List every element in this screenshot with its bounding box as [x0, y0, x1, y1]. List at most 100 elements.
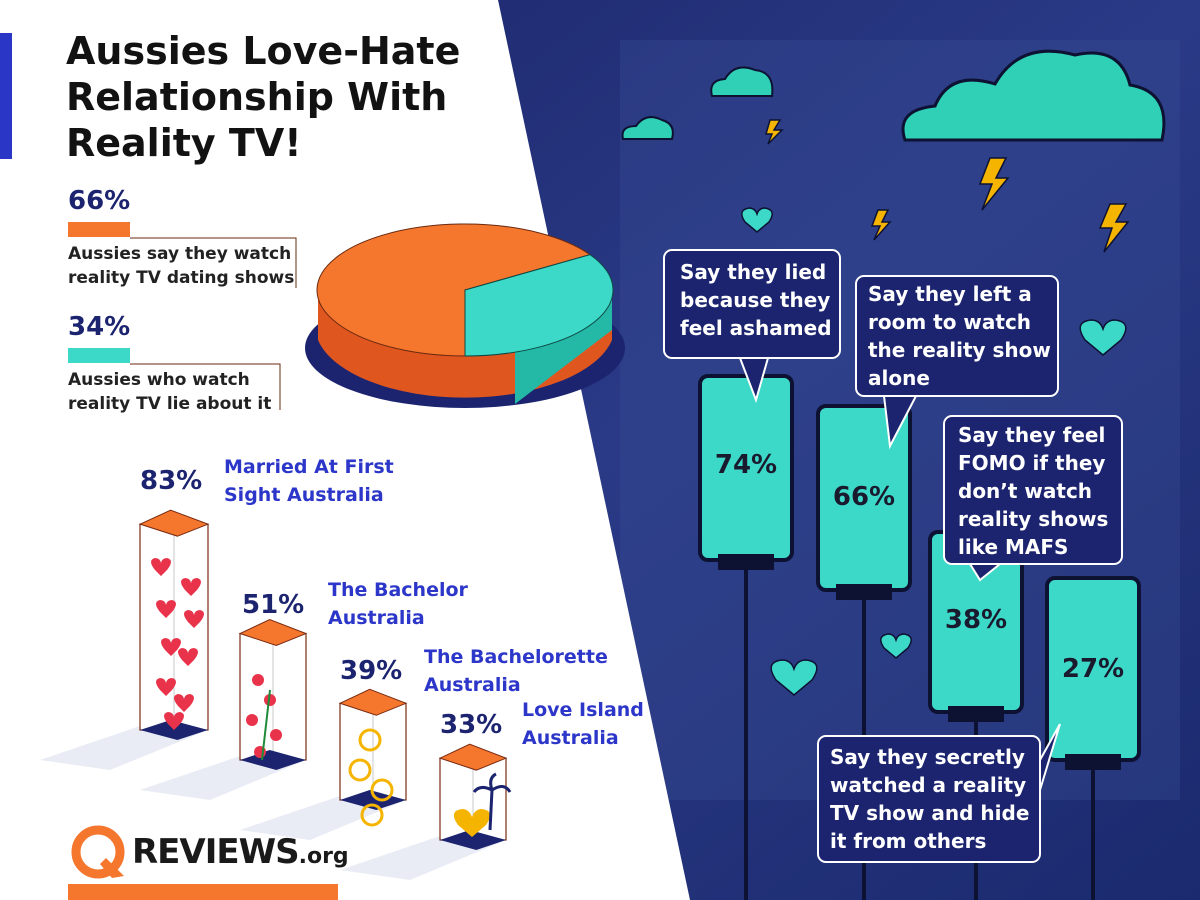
- show-value-bachelorette: 39%: [340, 656, 403, 686]
- title-line: Reality TV!: [66, 121, 302, 165]
- phone-value-secretly: 27%: [1061, 654, 1125, 684]
- title-line: Relationship With: [66, 75, 448, 119]
- legend-label-line: Aussies who watch: [68, 370, 250, 390]
- show-label-line: Love Island: [522, 699, 644, 721]
- brand-suffix: .org: [298, 844, 349, 869]
- show-label-bachelorette: The Bachelorette Australia: [424, 643, 608, 699]
- phone-value-left-room: 66%: [832, 482, 896, 512]
- bubble-line: Say they secretly: [830, 745, 1025, 769]
- legend-label-line: Aussies say they watch: [68, 244, 292, 264]
- broken-heart-icon: [741, 207, 1127, 696]
- bubble-text-fomo: Say they feel FOMO if they don’t watch r…: [958, 421, 1108, 561]
- bubble-line: it from others: [830, 829, 987, 853]
- show-label-line: Australia: [522, 727, 619, 749]
- bubble-line: FOMO if they: [958, 451, 1106, 475]
- lightning-icon: [765, 119, 1130, 253]
- brand-name: REVIEWS: [132, 832, 300, 872]
- brand-logo: REVIEWS.org: [132, 832, 349, 872]
- page-title: Aussies Love-Hate Relationship With Real…: [66, 28, 496, 166]
- bubble-secretly-tail: [1039, 723, 1061, 791]
- bubble-line: feel ashamed: [680, 316, 832, 340]
- heart-icon: [174, 694, 194, 712]
- heart-icon: [184, 610, 204, 628]
- bubble-line: room to watch: [868, 310, 1032, 334]
- bubble-line: Say they lied: [680, 260, 827, 284]
- heart-icon: [156, 678, 176, 696]
- legend-label-line: reality TV lie about it: [68, 394, 272, 414]
- bubble-text-left-room: Say they left a room to watch the realit…: [868, 280, 1051, 392]
- show-label-line: Australia: [328, 607, 425, 629]
- legend-rule-watch: [130, 237, 297, 288]
- legend-label-lie: Aussies who watch reality TV lie about i…: [68, 368, 271, 416]
- bubble-line: reality shows: [958, 507, 1109, 531]
- heart-icon: [178, 648, 198, 666]
- show-label-line: The Bachelorette: [424, 646, 608, 668]
- bubble-left-room-tail: [882, 395, 918, 450]
- show-value-mafs: 83%: [140, 466, 203, 496]
- heart-island-icon: [453, 809, 491, 837]
- bubble-line: alone: [868, 366, 930, 390]
- bubble-secretly: [817, 735, 1041, 863]
- pie-chart: [305, 223, 625, 408]
- bubble-fomo-tail: [968, 563, 1003, 582]
- show-label-mafs: Married At First Sight Australia: [224, 453, 394, 509]
- phone-value-fomo: 38%: [944, 605, 1008, 635]
- bubble-line: like MAFS: [958, 535, 1069, 559]
- legend-swatch-watch: [68, 222, 130, 237]
- pie-slice-watch: [316, 223, 592, 357]
- title-line: Aussies Love-Hate: [66, 29, 461, 73]
- bubble-line: don’t watch: [958, 479, 1093, 503]
- phone-left-room-clamp: [836, 584, 892, 600]
- phone-bars: [663, 249, 1141, 900]
- phone-fomo-clamp: [948, 706, 1004, 722]
- heart-icon: [164, 712, 184, 730]
- show-label-line: Australia: [424, 674, 521, 696]
- show-bars: [40, 509, 512, 880]
- bar-bachelorette-base: [340, 790, 406, 810]
- legend-label-watch: Aussies say they watch reality TV dating…: [68, 242, 294, 290]
- ring-icon: [348, 758, 372, 782]
- phone-secretly-clamp: [1065, 754, 1121, 770]
- rose-icon: [252, 674, 264, 686]
- ring-icon: [370, 778, 394, 802]
- show-value-bachelor: 51%: [242, 590, 305, 620]
- show-label-line: Married At First: [224, 456, 394, 478]
- legend-label-line: reality TV dating shows: [68, 268, 295, 288]
- bar-love-island-trail: [340, 836, 506, 880]
- legend-rule-lie: [130, 363, 281, 410]
- show-label-love-island: Love Island Australia: [522, 696, 644, 752]
- cloud-small-icon: [621, 66, 774, 140]
- rose-icon: [270, 729, 282, 741]
- bubble-line: TV show and hide: [830, 801, 1030, 825]
- bubble-line: Say they feel: [958, 423, 1106, 447]
- pie-slice-lie: [464, 254, 614, 357]
- phone-value-ashamed: 74%: [714, 450, 778, 480]
- phone-ashamed-clamp: [718, 554, 774, 570]
- bubble-ashamed-tail: [738, 357, 770, 404]
- bar-mafs-trail: [40, 726, 208, 770]
- bar-bachelor-lid: [238, 618, 308, 647]
- bar-love-island-base: [440, 830, 506, 850]
- bubble-left-room: [855, 275, 1059, 397]
- heart-icon: [161, 638, 181, 656]
- rose-stem-icon: [261, 689, 271, 761]
- legend-swatch-lie: [68, 348, 130, 363]
- bubble-fomo: [943, 415, 1123, 565]
- bubble-line: Say they left a: [868, 282, 1032, 306]
- bubble-text-ashamed: Say they lied because they feel ashamed: [680, 258, 832, 342]
- show-label-bachelor: The Bachelor Australia: [328, 576, 468, 632]
- bubble-line: watched a reality: [830, 773, 1027, 797]
- palm-tree-icon: [472, 772, 512, 831]
- rose-icon: [264, 694, 276, 706]
- title-accent-bar: [0, 33, 12, 159]
- legend-value-watch: 66%: [68, 186, 131, 216]
- legend-value-lie: 34%: [68, 312, 131, 342]
- show-label-line: The Bachelor: [328, 579, 468, 601]
- bar-bachelor-trail: [140, 756, 306, 800]
- bubble-text-secretly: Say they secretly watched a reality TV s…: [830, 743, 1029, 855]
- bubble-line: because they: [680, 288, 831, 312]
- heart-icon: [181, 578, 201, 596]
- heart-icon: [151, 558, 171, 576]
- heart-icon: [156, 600, 176, 618]
